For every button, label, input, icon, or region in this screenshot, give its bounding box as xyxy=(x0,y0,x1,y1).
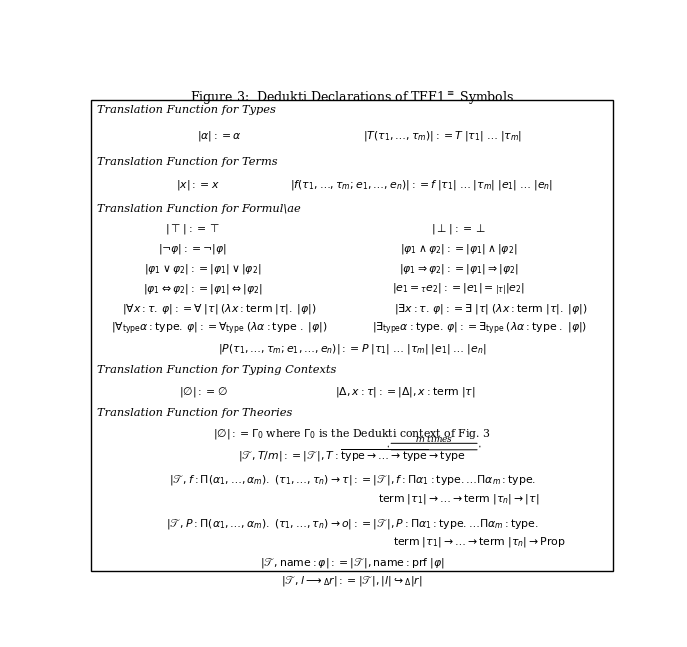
Text: $|P(\tau_1,\ldots,\tau_m;e_1,\ldots,e_n)| := P\;|\tau_1|\;\ldots\;|\tau_m|\;|e_1: $|P(\tau_1,\ldots,\tau_m;e_1,\ldots,e_n)… xyxy=(218,342,486,356)
Text: $|\varphi_1 \Leftrightarrow \varphi_2| := |\varphi_1| \Leftrightarrow |\varphi_2: $|\varphi_1 \Leftrightarrow \varphi_2| :… xyxy=(143,282,263,296)
Text: $|\Delta, x : \tau| := |\Delta|, x : \mathrm{term}\;|\tau|$: $|\Delta, x : \tau| := |\Delta|, x : \ma… xyxy=(335,385,475,399)
Text: $|\mathscr{T}, P : \Pi(\alpha_1,\ldots,\alpha_m).\;(\tau_1,\ldots,\tau_n) \to o|: $|\mathscr{T}, P : \Pi(\alpha_1,\ldots,\… xyxy=(166,516,539,531)
Text: $|\neg\varphi| := \neg|\varphi|$: $|\neg\varphi| := \neg|\varphi|$ xyxy=(158,242,227,256)
Text: Translation Function for Formul\ae: Translation Function for Formul\ae xyxy=(96,204,300,214)
Text: $|\top| := \top$: $|\top| := \top$ xyxy=(165,222,220,236)
Text: Translation Function for Types: Translation Function for Types xyxy=(96,105,275,115)
Text: $|x| := x$: $|x| := x$ xyxy=(176,179,219,192)
Text: $|f(\tau_1,\ldots,\tau_m;e_1,\ldots,e_n)| := f\;|\tau_1|\;\ldots\;|\tau_m|\;|e_1: $|f(\tau_1,\ldots,\tau_m;e_1,\ldots,e_n)… xyxy=(290,179,553,192)
Text: Translation Function for Terms: Translation Function for Terms xyxy=(96,157,277,167)
Text: Figure 3:  Dedukti Declarations of TFF1$^{\equiv}$ Symbols: Figure 3: Dedukti Declarations of TFF1$^… xyxy=(190,89,514,107)
Text: $\mathrm{term}\;|\tau_1| \to \ldots \to \mathrm{term}\;|\tau_n| \to \mathrm{Prop: $\mathrm{term}\;|\tau_1| \to \ldots \to … xyxy=(394,535,566,549)
Text: $|\exists x : \tau.\,\varphi| := \exists\;|\tau|\;(\lambda x : \mathrm{term}\;|\: $|\exists x : \tau.\,\varphi| := \exists… xyxy=(394,302,587,316)
Text: $|\mathscr{T}, l \longrightarrow_\Delta r| := |\mathscr{T}|, |l| \hookrightarrow: $|\mathscr{T}, l \longrightarrow_\Delta … xyxy=(281,575,423,588)
Text: $|\mathscr{T}, T/m| := |\mathscr{T}|, T : \overline{\mathrm{type} \to \ldots \to: $|\mathscr{T}, T/m| := |\mathscr{T}|, T … xyxy=(238,447,466,464)
Text: $m$ times: $m$ times xyxy=(415,433,453,444)
Text: $|\forall x : \tau.\,\varphi| := \forall\;|\tau|\;(\lambda x : \mathrm{term}\;|\: $|\forall x : \tau.\,\varphi| := \forall… xyxy=(122,302,317,316)
Text: Translation Function for Typing Contexts: Translation Function for Typing Contexts xyxy=(96,364,336,375)
Text: $|e_1 =_\tau e_2| := |e_1| =_{|\tau|} |e_2|$: $|e_1 =_\tau e_2| := |e_1| =_{|\tau|} |e… xyxy=(392,281,525,297)
Text: $|\forall_{\mathrm{type}}\alpha : \mathrm{type}.\,\varphi| := \forall_{\mathrm{t: $|\forall_{\mathrm{type}}\alpha : \mathr… xyxy=(111,320,327,338)
Text: $|\mathscr{T}, f : \Pi(\alpha_1,\ldots,\alpha_m).\;(\tau_1,\ldots,\tau_n) \to \t: $|\mathscr{T}, f : \Pi(\alpha_1,\ldots,\… xyxy=(168,473,536,487)
Text: $|\mathscr{T}, \mathrm{name} : \varphi| := |\mathscr{T}|, \mathrm{name} : \mathr: $|\mathscr{T}, \mathrm{name} : \varphi| … xyxy=(260,556,444,570)
Text: $|\varphi_1 \Rightarrow \varphi_2| := |\varphi_1| \Rightarrow |\varphi_2|$: $|\varphi_1 \Rightarrow \varphi_2| := |\… xyxy=(398,262,519,276)
Text: $|\alpha| := \alpha$: $|\alpha| := \alpha$ xyxy=(196,129,241,143)
FancyBboxPatch shape xyxy=(91,100,613,571)
Text: $|T(\tau_1,\ldots,\tau_m)| := T\;|\tau_1|\;\ldots\;|\tau_m|$: $|T(\tau_1,\ldots,\tau_m)| := T\;|\tau_1… xyxy=(363,129,522,143)
Text: $|\emptyset| := \emptyset$: $|\emptyset| := \emptyset$ xyxy=(179,385,227,399)
Text: $|\exists_{\mathrm{type}}\alpha : \mathrm{type}.\,\varphi| := \exists_{\mathrm{t: $|\exists_{\mathrm{type}}\alpha : \mathr… xyxy=(372,320,587,337)
Text: $|\bot| := \bot$: $|\bot| := \bot$ xyxy=(431,222,486,236)
Text: $|\varphi_1 \wedge \varphi_2| := |\varphi_1| \wedge |\varphi_2|$: $|\varphi_1 \wedge \varphi_2| := |\varph… xyxy=(400,242,517,256)
Text: Translation Function for Theories: Translation Function for Theories xyxy=(96,408,292,418)
Text: $|\emptyset| := \Gamma_0$ where $\Gamma_0$ is the Dedukti context of Fig. 3: $|\emptyset| := \Gamma_0$ where $\Gamma_… xyxy=(213,428,491,441)
Text: $|\varphi_1 \vee \varphi_2| := |\varphi_1| \vee |\varphi_2|$: $|\varphi_1 \vee \varphi_2| := |\varphi_… xyxy=(144,262,262,276)
Text: $\mathrm{term}\;|\tau_1| \to \ldots \to \mathrm{term}\;|\tau_n| \to |\tau|$: $\mathrm{term}\;|\tau_1| \to \ldots \to … xyxy=(378,492,539,505)
